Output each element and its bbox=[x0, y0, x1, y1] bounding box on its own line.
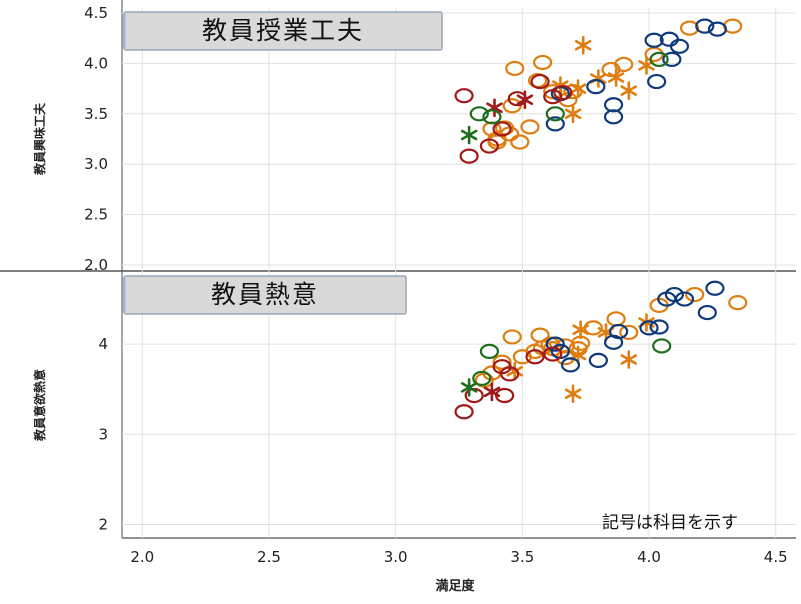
data-point-circle bbox=[674, 291, 695, 307]
x-tick-label: 4.0 bbox=[637, 548, 661, 566]
data-point-circle bbox=[705, 280, 725, 296]
data-point-circle bbox=[728, 295, 748, 311]
data-point-circle bbox=[533, 54, 553, 71]
data-point-circle bbox=[639, 320, 659, 336]
data-point-circle bbox=[644, 32, 664, 48]
data-point-circle bbox=[614, 56, 634, 73]
data-point-circle bbox=[502, 329, 522, 345]
x-tick-label: 4.5 bbox=[764, 548, 788, 566]
x-tick-label: 2.5 bbox=[257, 548, 281, 566]
data-point-circle bbox=[586, 78, 606, 95]
data-point-circle bbox=[545, 116, 565, 132]
data-point-circle bbox=[454, 404, 474, 420]
panel-title: 教員熱意 bbox=[211, 280, 319, 309]
data-point-circle bbox=[492, 359, 512, 375]
y-tick-label: 4.0 bbox=[84, 54, 108, 72]
x-tick-label: 3.0 bbox=[384, 548, 408, 566]
data-point-circle bbox=[685, 286, 705, 303]
data-point-circle bbox=[510, 134, 530, 150]
data-point-star bbox=[574, 36, 592, 55]
y-axis-title: 教員意欲熱意 bbox=[32, 369, 47, 442]
data-point-circle bbox=[588, 352, 608, 368]
legend-note: 記号は科目を示す bbox=[602, 513, 738, 533]
data-point-circle bbox=[545, 336, 565, 352]
data-point-star bbox=[569, 79, 587, 98]
data-point-circle bbox=[492, 354, 512, 370]
y-tick-label: 3.5 bbox=[84, 105, 108, 123]
y-axis-title: 教員興味工夫 bbox=[32, 102, 47, 176]
data-point-star bbox=[620, 81, 637, 100]
data-point-circle bbox=[619, 324, 639, 341]
data-point-circle bbox=[652, 338, 672, 354]
y-tick-label: 2 bbox=[98, 515, 108, 533]
y-tick-label: 3.0 bbox=[84, 155, 108, 173]
data-point-star bbox=[516, 90, 534, 109]
data-point-circle bbox=[609, 323, 629, 340]
data-point-star bbox=[607, 68, 625, 87]
data-point-circle bbox=[669, 38, 690, 54]
y-tick-label: 4 bbox=[98, 335, 108, 353]
data-point-star bbox=[620, 350, 637, 369]
x-axis-title: 満足度 bbox=[435, 578, 475, 594]
data-point-circle bbox=[664, 286, 684, 303]
data-point-circle bbox=[469, 106, 489, 122]
data-point-circle bbox=[649, 51, 669, 67]
data-point-circle bbox=[472, 370, 492, 386]
data-point-circle bbox=[606, 311, 626, 327]
data-point-circle bbox=[479, 343, 500, 359]
data-point-star bbox=[564, 104, 582, 124]
data-point-star bbox=[572, 320, 589, 339]
data-point-circle bbox=[505, 60, 525, 77]
data-point-circle bbox=[679, 20, 700, 36]
data-point-circle bbox=[649, 319, 669, 335]
y-tick-label: 2.0 bbox=[84, 256, 108, 274]
data-point-circle bbox=[479, 138, 500, 154]
data-point-circle bbox=[525, 349, 545, 365]
data-point-circle bbox=[543, 89, 563, 105]
y-tick-label: 2.5 bbox=[84, 206, 108, 224]
data-point-circle bbox=[512, 349, 532, 365]
data-point-circle bbox=[647, 73, 667, 90]
data-point-star bbox=[460, 125, 478, 145]
x-tick-label: 2.0 bbox=[130, 548, 154, 566]
panel-title: 教員授業工夫 bbox=[202, 16, 364, 45]
data-point-circle bbox=[482, 109, 502, 125]
data-point-circle bbox=[492, 121, 512, 137]
y-tick-label: 3 bbox=[98, 425, 108, 443]
data-point-star bbox=[483, 382, 501, 402]
data-point-star bbox=[460, 378, 478, 397]
y-tick-label: 4.5 bbox=[84, 4, 108, 22]
data-point-circle bbox=[560, 357, 581, 373]
data-point-circle bbox=[454, 88, 474, 104]
data-point-circle bbox=[695, 18, 715, 34]
data-point-circle bbox=[545, 106, 565, 122]
data-point-circle bbox=[459, 148, 479, 164]
data-point-circle bbox=[662, 51, 682, 67]
data-point-circle bbox=[707, 21, 728, 37]
data-point-circle bbox=[697, 304, 717, 321]
data-point-circle bbox=[530, 73, 550, 90]
data-point-circle bbox=[520, 119, 540, 135]
data-point-circle bbox=[553, 85, 573, 101]
data-point-circle bbox=[543, 346, 563, 362]
data-point-star bbox=[564, 384, 582, 403]
x-tick-label: 3.5 bbox=[510, 548, 534, 566]
data-point-circle bbox=[474, 372, 494, 388]
data-point-circle bbox=[603, 97, 624, 113]
